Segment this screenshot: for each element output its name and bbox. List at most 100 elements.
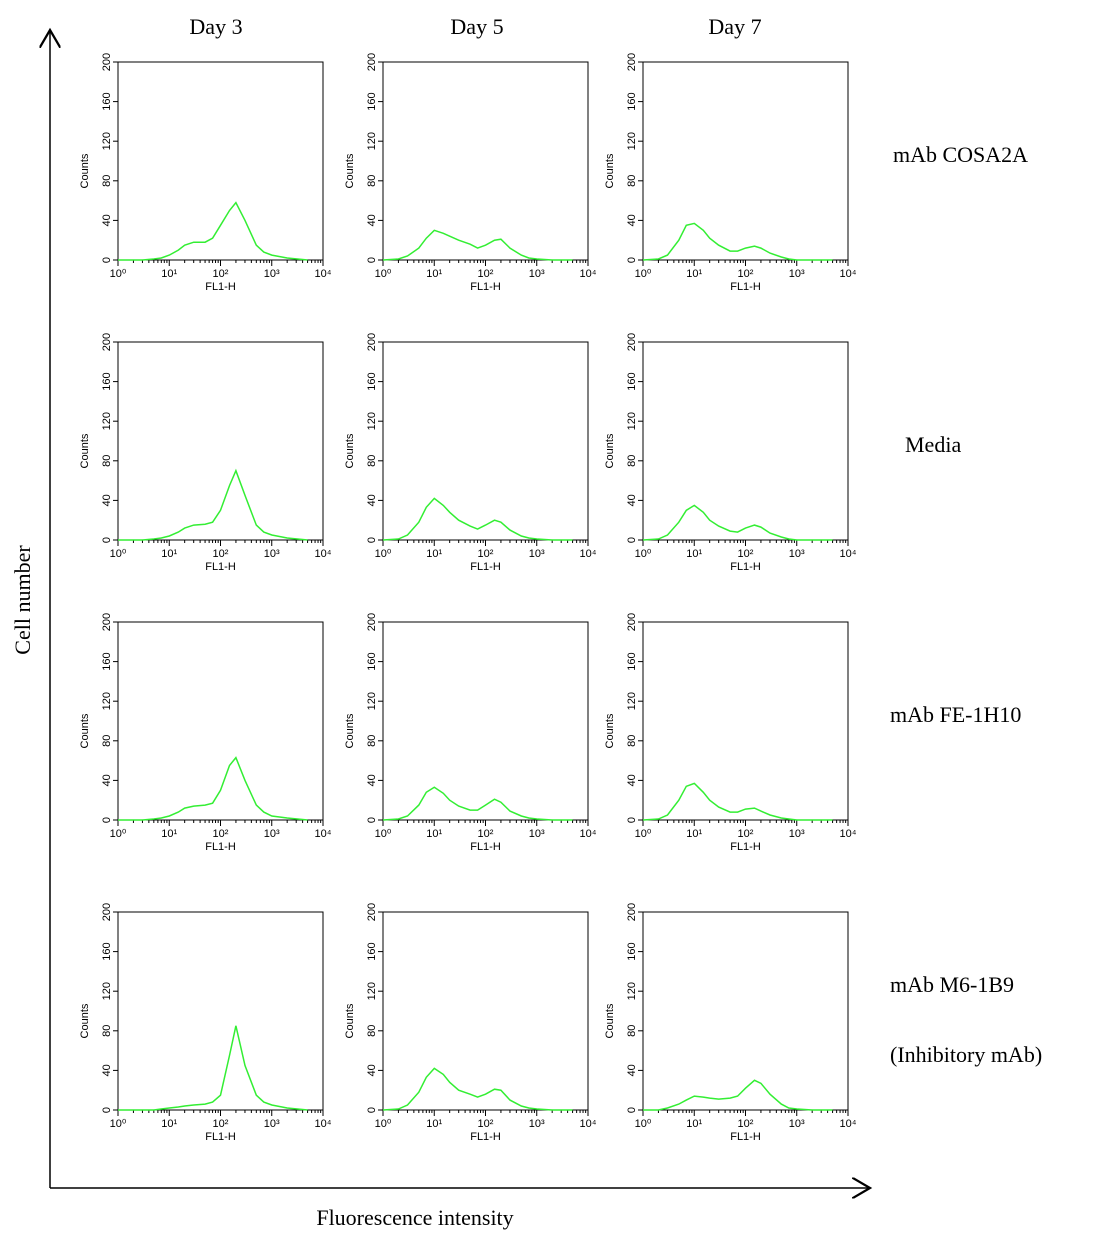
y-tick-label: 0 (626, 817, 638, 823)
x-tick-label: 10⁴ (580, 548, 597, 560)
y-tick-label: 80 (101, 175, 113, 187)
y-tick-label: 160 (366, 652, 378, 670)
y-axis-label: Counts (79, 1003, 91, 1038)
x-tick-label: 10⁴ (315, 828, 332, 840)
y-tick-label: 120 (366, 692, 378, 710)
x-tick-label: 10³ (264, 268, 280, 280)
x-axis-label: FL1-H (730, 281, 761, 293)
x-tick-label: 10³ (789, 548, 805, 560)
histogram-line (643, 1079, 833, 1111)
y-tick-label: 200 (366, 903, 378, 921)
y-tick-label: 0 (366, 817, 378, 823)
x-tick-label: 10¹ (426, 1118, 442, 1130)
y-tick-label: 200 (101, 903, 113, 921)
y-tick-label: 160 (101, 372, 113, 390)
y-axis-title: Cell number (10, 545, 35, 655)
x-tick-label: 10⁰ (635, 268, 652, 280)
x-tick-label: 10³ (529, 828, 545, 840)
y-tick-label: 40 (366, 1064, 378, 1076)
plot-frame (382, 911, 589, 1111)
y-tick-label: 0 (101, 1107, 113, 1113)
y-axis-label: Counts (604, 1003, 616, 1038)
x-tick-label: 10¹ (161, 268, 177, 280)
x-tick-label: 10⁰ (110, 1118, 127, 1130)
x-tick-label: 10¹ (426, 828, 442, 840)
y-tick-label: 80 (101, 455, 113, 467)
x-tick-label: 10⁴ (840, 548, 857, 560)
x-tick-label: 10¹ (686, 828, 702, 840)
x-tick-label: 10² (478, 828, 494, 840)
y-tick-label: 80 (626, 175, 638, 187)
x-axis-label: FL1-H (730, 1131, 761, 1143)
y-tick-label: 120 (101, 132, 113, 150)
histogram-line (642, 782, 833, 821)
x-tick-label: 10² (478, 548, 494, 560)
y-tick-label: 80 (366, 455, 378, 467)
plot-frame (642, 341, 849, 541)
x-tick-label: 10¹ (161, 1118, 177, 1130)
column-label: Day 5 (450, 14, 503, 39)
x-tick-label: 10³ (264, 828, 280, 840)
y-tick-label: 80 (366, 1025, 378, 1037)
y-tick-label: 160 (366, 372, 378, 390)
y-tick-label: 0 (626, 257, 638, 263)
x-tick-label: 10⁰ (375, 548, 392, 560)
x-tick-label: 10³ (789, 268, 805, 280)
y-tick-label: 40 (366, 774, 378, 786)
y-axis-label: Counts (604, 713, 616, 748)
y-tick-label: 0 (101, 817, 113, 823)
y-tick-label: 120 (101, 412, 113, 430)
y-tick-label: 160 (626, 942, 638, 960)
x-tick-label: 10¹ (686, 268, 702, 280)
x-tick-label: 10⁴ (840, 268, 857, 280)
y-tick-label: 80 (101, 735, 113, 747)
y-axis-label: Counts (604, 433, 616, 468)
y-tick-label: 40 (626, 494, 638, 506)
y-tick-label: 160 (101, 652, 113, 670)
x-tick-label: 10⁰ (110, 268, 127, 280)
row-note: (Inhibitory mAb) (890, 1042, 1042, 1067)
x-tick-label: 10³ (789, 1118, 805, 1130)
y-tick-label: 40 (626, 774, 638, 786)
y-tick-label: 40 (101, 1064, 113, 1076)
y-tick-label: 200 (366, 53, 378, 71)
y-tick-label: 120 (366, 982, 378, 1000)
histogram-line (382, 786, 573, 821)
x-axis-label: FL1-H (470, 1131, 501, 1143)
y-tick-label: 200 (101, 53, 113, 71)
x-tick-label: 10² (213, 828, 229, 840)
y-tick-label: 40 (366, 494, 378, 506)
y-tick-label: 80 (366, 175, 378, 187)
y-tick-label: 80 (626, 455, 638, 467)
y-tick-label: 40 (101, 774, 113, 786)
x-tick-label: 10¹ (161, 548, 177, 560)
x-tick-label: 10⁴ (840, 1118, 857, 1130)
x-tick-label: 10³ (789, 828, 805, 840)
y-axis-label: Counts (344, 713, 356, 748)
x-tick-label: 10⁰ (375, 1118, 392, 1130)
histogram-line (118, 468, 308, 541)
plot-frame (117, 61, 324, 261)
histogram-line (642, 222, 833, 261)
x-tick-label: 10³ (529, 548, 545, 560)
y-tick-label: 160 (626, 372, 638, 390)
y-tick-label: 160 (626, 652, 638, 670)
y-tick-label: 120 (366, 412, 378, 430)
y-tick-label: 80 (626, 1025, 638, 1037)
x-axis-label: FL1-H (205, 841, 236, 853)
x-tick-label: 10⁰ (635, 548, 652, 560)
x-tick-label: 10³ (529, 268, 545, 280)
plot-frame (382, 341, 589, 541)
y-tick-label: 160 (366, 942, 378, 960)
x-tick-label: 10² (478, 1118, 494, 1130)
x-tick-label: 10⁴ (315, 1118, 332, 1130)
y-tick-label: 80 (366, 735, 378, 747)
y-axis-label: Counts (604, 153, 616, 188)
histogram-line (118, 1025, 308, 1111)
x-tick-label: 10² (738, 268, 754, 280)
y-tick-label: 120 (626, 132, 638, 150)
y-tick-label: 0 (101, 257, 113, 263)
x-axis-title: Fluorescence intensity (316, 1205, 513, 1230)
y-tick-label: 200 (626, 333, 638, 351)
y-tick-label: 200 (626, 903, 638, 921)
